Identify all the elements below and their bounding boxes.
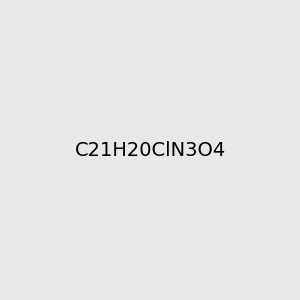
Text: C21H20ClN3O4: C21H20ClN3O4 xyxy=(74,140,226,160)
